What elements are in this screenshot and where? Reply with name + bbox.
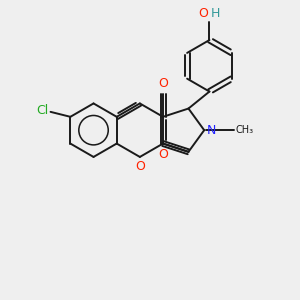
Text: CH₃: CH₃ bbox=[236, 125, 254, 135]
Text: O: O bbox=[158, 148, 168, 160]
Text: Cl: Cl bbox=[36, 104, 49, 117]
Text: O: O bbox=[158, 77, 168, 90]
Text: H: H bbox=[210, 7, 220, 20]
Text: O: O bbox=[135, 160, 145, 173]
Text: O: O bbox=[199, 7, 208, 20]
Text: N: N bbox=[207, 124, 217, 137]
